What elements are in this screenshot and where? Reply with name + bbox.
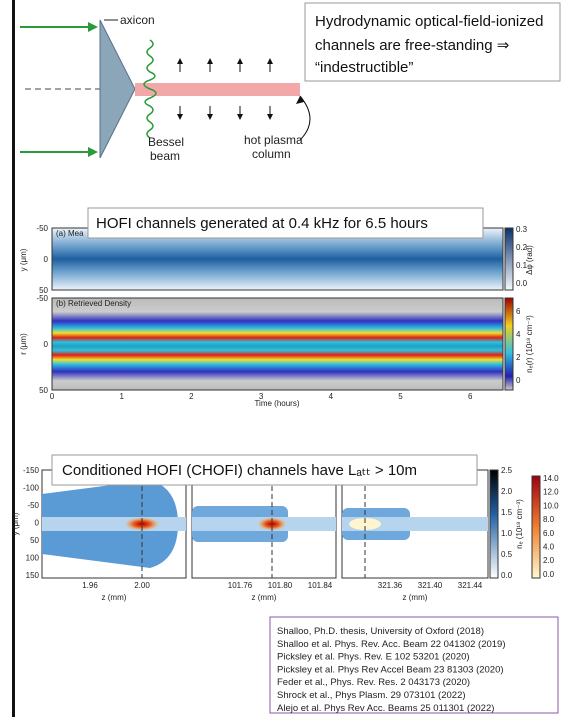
colorbar-tick: 0.1 (516, 261, 528, 270)
callout-box (87, 207, 484, 239)
y-tick-label: 50 (39, 386, 48, 395)
x-tick-label: 0 (50, 392, 55, 401)
reference: Picksley et al. Phys. Rev. E 102 53201 (… (277, 652, 470, 663)
y-tick-label: 50 (39, 286, 48, 295)
x-tick-label: 2.00 (134, 581, 150, 590)
bessel-label: beam (150, 149, 180, 163)
bessel-label: Bessel (148, 135, 184, 149)
callout-text: HOFI channels generated at 0.4 kHz for 6… (96, 215, 428, 232)
colorbar-tick: 4.0 (543, 543, 555, 552)
reference: Shrock et al., Phys Plasm. 29 073101 (20… (277, 690, 466, 701)
left-border (12, 0, 15, 717)
colorbar-tick: 1.0 (501, 529, 513, 538)
x-tick-label: 321.36 (378, 581, 403, 590)
colorbar-tick: 0.0 (516, 279, 528, 288)
callout-text: Conditioned HOFI (CHOFI) channels have L… (62, 462, 417, 479)
reference: Feder et al., Phys. Rev. Res. 2 043173 (… (277, 677, 470, 688)
colorbar-tick: 6 (516, 307, 521, 316)
x-tick-label: 321.40 (418, 581, 443, 590)
colorbar-tick: 8.0 (543, 515, 555, 524)
x-tick-label: 3 (259, 392, 264, 401)
callout-box (51, 454, 478, 486)
callout-box (304, 2, 561, 82)
colorbar-tick: 2.0 (501, 487, 513, 496)
colorbar-tick: 0.5 (501, 550, 513, 559)
chofi-figure: y (μm) nₑ (10¹⁸ cm⁻³) -150 -100 -50 0 50 100 1… (11, 466, 559, 602)
x-axis-label: z (mm) (252, 593, 277, 602)
y-tick-label: -50 (36, 294, 48, 303)
colorbar-tick: 6.0 (543, 529, 555, 538)
plasma-label: column (252, 147, 291, 161)
x-tick-label: 1.96 (82, 581, 98, 590)
x-tick-label: 5 (398, 392, 403, 401)
reference: Shalloo, Ph.D. thesis, University of Oxf… (277, 626, 484, 637)
colorbar-tick: 12.0 (543, 488, 559, 497)
colorbar-label: Δφ (rad) (525, 245, 534, 275)
y-axis-label: y (μm) (11, 512, 20, 535)
diagram: axicon Bessel beam hot plasma column (20, 13, 311, 163)
colorbar-tick: 0.0 (501, 571, 513, 580)
colorbar-tick: 0.3 (516, 225, 528, 234)
x-tick-label: 101.80 (268, 581, 293, 590)
colorbar-tick: 14.0 (543, 474, 559, 483)
panel-label: (a) Mea (56, 229, 84, 238)
callout-text: “indestructible” (315, 59, 413, 76)
colorbar-label: nₑ (10¹⁸ cm⁻³) (515, 499, 524, 549)
colorbar-tick: 2.0 (543, 556, 555, 565)
y-tick-label: 0 (44, 255, 49, 264)
y-axis-label: r (μm) (19, 333, 28, 355)
reference: Picksley et al. Phys Rev Accel Beam 23 8… (277, 664, 504, 675)
colorbar-tick: 2.5 (501, 466, 513, 475)
y-tick-label: -50 (27, 501, 39, 510)
colorbar-tick: 0.0 (543, 570, 555, 579)
x-axis-label: Time (hours) (254, 399, 299, 408)
y-tick-label: -100 (23, 484, 40, 493)
x-axis-label: z (mm) (102, 593, 127, 602)
colorbar-tick: 1.5 (501, 508, 513, 517)
colorbar-tick: 0.2 (516, 243, 528, 252)
x-tick-label: 321.44 (458, 581, 483, 590)
references: Shalloo, Ph.D. thesis, University of Oxf… (277, 626, 506, 714)
x-tick-label: 101.76 (228, 581, 253, 590)
y-tick-label: 100 (26, 554, 40, 563)
y-tick-label: 150 (26, 571, 40, 580)
y-tick-label: -50 (36, 224, 48, 233)
x-tick-label: 1 (119, 392, 124, 401)
colorbar-tick: 0 (516, 376, 521, 385)
y-axis-label: y (μm) (19, 248, 28, 271)
colorbar-tick: 4 (516, 330, 521, 339)
callout-text: Hydrodynamic optical-field-ionized (315, 13, 543, 30)
panel-label: (b) Retrieved Density (56, 299, 131, 308)
colorbar-tick: 2 (516, 353, 521, 362)
y-tick-label: 50 (30, 536, 39, 545)
plasma-label: hot plasma (244, 133, 303, 147)
colorbar-tick: 10.0 (543, 501, 559, 510)
x-tick-label: 4 (329, 392, 334, 401)
colorbar-label: nₑ(r) (10¹⁸ cm⁻³) (525, 315, 534, 373)
y-tick-label: 0 (35, 519, 40, 528)
x-tick-label: 101.84 (308, 581, 333, 590)
reference: Alejo et al. Phys Rev Acc. Beams 25 0113… (277, 703, 494, 714)
x-tick-label: 6 (468, 392, 473, 401)
x-axis-label: z (mm) (403, 593, 428, 602)
time-figure: (a) Mea (b) Retrieved Density y (μm) r (… (19, 224, 534, 408)
x-tick-label: 2 (189, 392, 194, 401)
references-box (269, 616, 559, 714)
callout-text: channels are free-standing ⇒ (315, 37, 509, 54)
axicon-label: axicon (120, 13, 155, 27)
reference: Shalloo et al. Phys. Rev. Acc. Beam 22 0… (277, 639, 506, 650)
y-tick-label: 0 (44, 340, 49, 349)
y-tick-label: -150 (23, 466, 40, 475)
